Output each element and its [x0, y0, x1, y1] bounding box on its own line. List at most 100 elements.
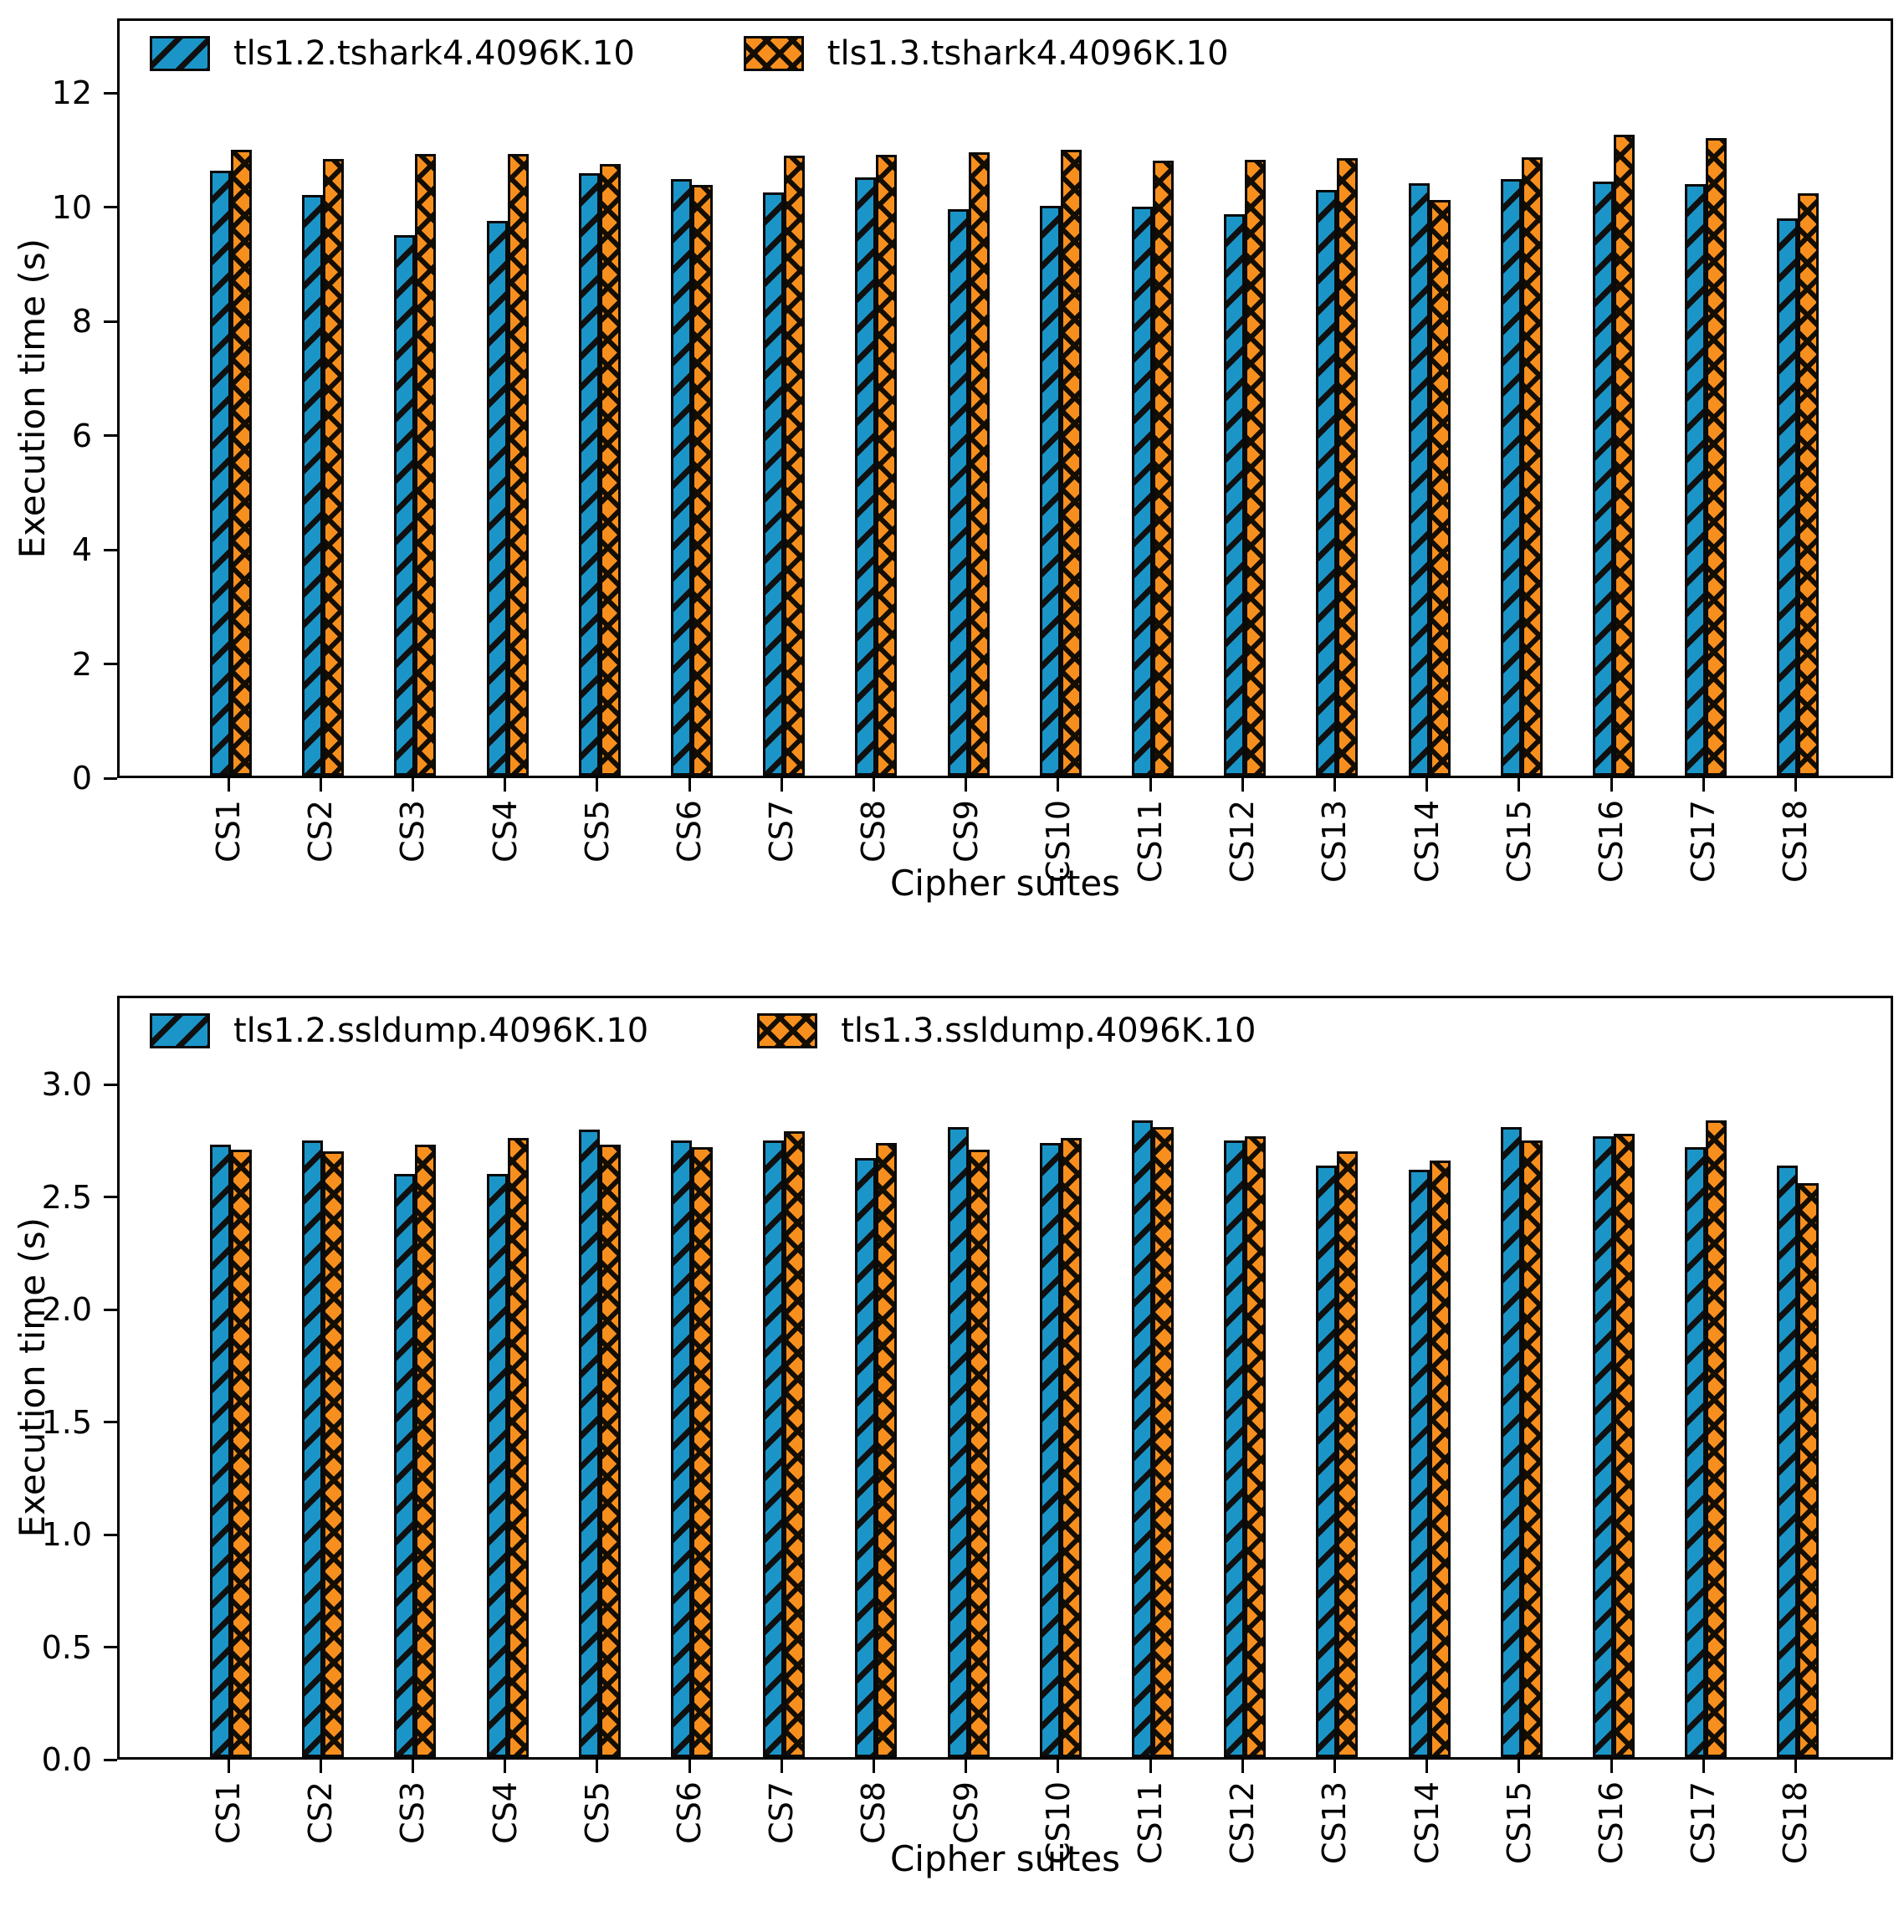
bar-series2-cs15: [1521, 157, 1543, 776]
y-tick-mark: [104, 1533, 117, 1536]
bar-series1-cs5: [578, 172, 600, 776]
bar-series1-cs12: [1224, 1140, 1246, 1757]
bar-series2-cs1: [231, 150, 252, 776]
x-tick-mark: [227, 1760, 230, 1773]
bar-series2-cs5: [599, 1145, 621, 1757]
y-tick-label: 0.0: [41, 1741, 92, 1778]
x-tick-mark: [319, 778, 322, 792]
bar-series2-cs1: [231, 1149, 252, 1757]
bar-series1-cs15: [1500, 179, 1522, 776]
y-tick-mark: [104, 320, 117, 323]
y-tick-mark: [104, 1421, 117, 1423]
legend-swatch-diagonal-icon: [150, 1013, 210, 1048]
bar-series1-cs3: [394, 1174, 416, 1757]
bar-series1-cs11: [1132, 206, 1153, 776]
y-tick-label: 0: [71, 760, 92, 797]
y-tick-label: 0.5: [41, 1628, 92, 1666]
bar-series2-cs4: [507, 154, 529, 776]
bar-series1-cs8: [855, 1158, 877, 1757]
bar-series2-cs16: [1614, 134, 1635, 776]
bar-series2-cs9: [968, 1149, 990, 1757]
x-tick-label: CS7: [763, 800, 801, 863]
x-tick-mark: [1610, 778, 1613, 792]
bar-series2-cs18: [1798, 193, 1820, 776]
legend: tls1.2.tshark4.4096K.10 tls1.3.tshark4.40…: [150, 34, 1229, 73]
legend-swatch-diagonal-icon: [150, 36, 210, 71]
y-tick-label: 1.0: [41, 1516, 92, 1553]
bar-series2-cs18: [1798, 1183, 1820, 1757]
y-tick-label: 2.0: [41, 1291, 92, 1328]
y-tick-label: 2: [71, 645, 92, 683]
bar-series2-cs17: [1706, 1120, 1727, 1757]
x-tick-label: CS6: [671, 1781, 708, 1844]
bar-series1-cs18: [1777, 1165, 1799, 1757]
y-tick-mark: [104, 1758, 117, 1761]
bar-series2-cs9: [968, 152, 990, 776]
x-tick-mark: [1610, 1760, 1613, 1773]
bar-series1-cs16: [1593, 181, 1614, 776]
y-tick-mark: [104, 91, 117, 95]
bar-series2-cs11: [1153, 161, 1174, 776]
bar-series1-cs9: [947, 208, 969, 776]
y-tick-label: 6: [71, 417, 92, 454]
y-tick-label: 4: [71, 531, 92, 569]
bar-series1-cs18: [1777, 218, 1799, 776]
x-tick-mark: [1794, 1760, 1797, 1773]
x-tick-mark: [1425, 778, 1429, 792]
bar-series2-cs3: [415, 1145, 437, 1757]
x-tick-mark: [1702, 1760, 1705, 1773]
bar-series2-cs7: [784, 155, 806, 776]
y-tick-label: 3.0: [41, 1066, 92, 1103]
bar-series2-cs12: [1245, 1135, 1267, 1757]
x-tick-mark: [1518, 778, 1521, 792]
x-tick-mark: [872, 778, 875, 792]
x-tick-mark: [872, 1760, 875, 1773]
bar-series1-cs11: [1132, 1120, 1153, 1757]
legend-label: tls1.2.ssldump.4096K.10: [233, 1012, 649, 1050]
bar-series1-cs8: [855, 177, 877, 776]
legend-label: tls1.3.ssldump.4096K.10: [841, 1012, 1257, 1050]
y-tick-label: 1.5: [41, 1403, 92, 1441]
bar-series2-cs14: [1429, 1161, 1451, 1757]
bar-series1-cs10: [1039, 206, 1061, 776]
bar-series2-cs6: [692, 184, 713, 776]
bar-series1-cs17: [1685, 184, 1707, 776]
x-tick-mark: [319, 1760, 322, 1773]
bar-series1-cs4: [486, 1174, 508, 1757]
y-tick-label: 12: [51, 74, 92, 112]
y-tick-mark: [104, 206, 117, 209]
x-tick-label: CS1: [210, 1781, 247, 1844]
bar-series2-cs12: [1245, 159, 1267, 776]
x-tick-mark: [227, 778, 230, 792]
x-tick-label: CS4: [486, 800, 524, 863]
x-tick-mark: [1149, 1760, 1152, 1773]
x-tick-mark: [1057, 778, 1060, 792]
y-tick-mark: [104, 1308, 117, 1311]
x-tick-mark: [1702, 778, 1705, 792]
bar-series2-cs7: [784, 1131, 806, 1757]
x-tick-label: CS3: [394, 800, 432, 863]
bar-series2-cs10: [1060, 1138, 1082, 1757]
bar-series2-cs8: [876, 154, 898, 776]
x-tick-label: CS6: [671, 800, 708, 863]
x-tick-mark: [1057, 1760, 1060, 1773]
bar-series2-cs11: [1153, 1126, 1174, 1757]
x-tick-label: CS1: [210, 800, 247, 863]
bar-series2-cs15: [1521, 1140, 1543, 1757]
x-tick-label: CS5: [578, 800, 616, 863]
y-tick-mark: [104, 1083, 117, 1086]
y-tick-mark: [104, 663, 117, 666]
bar-series1-cs3: [394, 235, 416, 776]
bar-series2-cs8: [876, 1142, 898, 1757]
bar-series1-cs7: [763, 192, 785, 776]
x-tick-mark: [411, 1760, 414, 1773]
bar-series1-cs1: [210, 1145, 231, 1757]
bar-series2-cs10: [1060, 150, 1082, 776]
y-tick-mark: [104, 548, 117, 551]
y-tick-mark: [104, 1196, 117, 1198]
bar-series2-cs3: [415, 154, 437, 776]
x-tick-label: CS5: [578, 1781, 616, 1844]
bar-series2-cs17: [1706, 138, 1727, 776]
x-tick-mark: [504, 778, 507, 792]
